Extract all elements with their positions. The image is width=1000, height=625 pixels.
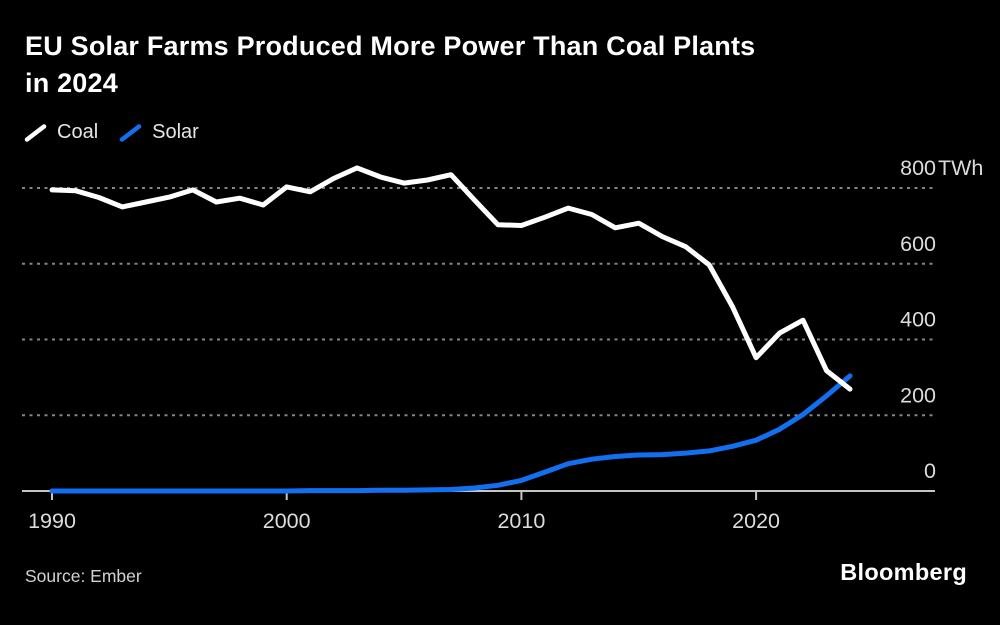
legend-item-solar: Solar	[119, 121, 199, 144]
solar-line	[49, 373, 853, 494]
source-note: Source: Ember	[25, 566, 142, 586]
x-tick-label: 2010	[497, 509, 545, 533]
coal-swatch-icon	[24, 123, 47, 142]
legend-label-solar: Solar	[152, 121, 199, 143]
legend: Coal Solar	[24, 121, 199, 144]
y-tick-label: 800	[900, 156, 936, 180]
x-tick-label: 1990	[28, 509, 76, 533]
x-tick-label: 2000	[263, 509, 311, 533]
y-tick-label: 0	[924, 459, 936, 483]
coal-line	[49, 165, 853, 392]
chart-title: EU Solar Farms Produced More Power Than …	[25, 31, 756, 98]
solar-swatch-icon	[119, 123, 142, 142]
x-tick-label: 2020	[732, 509, 780, 533]
legend-label-coal: Coal	[57, 121, 99, 143]
y-tick-label: 400	[900, 308, 936, 332]
y-axis-unit: TWh	[938, 156, 983, 180]
legend-item-coal: Coal	[24, 121, 98, 144]
bloomberg-logo: Bloomberg	[840, 559, 967, 585]
y-tick-label: 600	[900, 232, 936, 256]
y-tick-label: 200	[900, 383, 936, 407]
